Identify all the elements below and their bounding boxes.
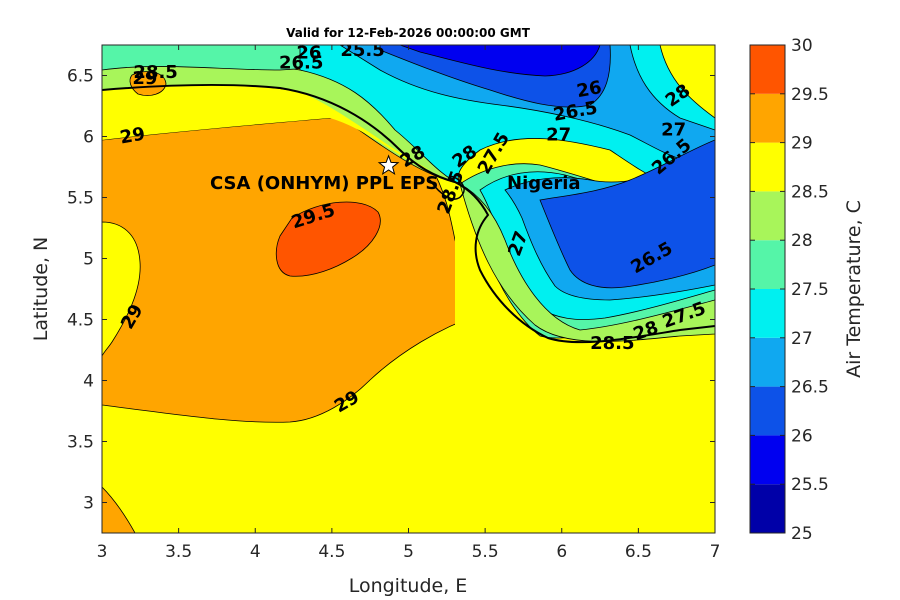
y-axis-label: Latitude, N	[30, 237, 52, 342]
colorbar-tick-label: 26.5	[791, 378, 829, 398]
colorbar-swatch	[750, 337, 785, 387]
colorbar-swatch	[750, 93, 785, 143]
contour-label: 26	[575, 77, 603, 102]
contour-label: 29	[132, 68, 157, 89]
contour-label: 26	[296, 43, 321, 64]
x-tick-label: 7	[710, 542, 721, 562]
contour-label: 28.5	[590, 333, 634, 354]
band-26.5-27-ne	[339, 45, 715, 164]
band-26-26.5-east	[539, 139, 715, 289]
band-25.5-26-ne	[399, 45, 601, 77]
x-tick-label: 4.5	[318, 542, 345, 562]
x-tick-label: 3.5	[165, 542, 192, 562]
y-tick-label: 5	[83, 250, 94, 270]
band-28-28.5-delta	[459, 183, 715, 342]
colorbar-swatch	[750, 289, 785, 338]
contour-label: 27	[661, 119, 686, 140]
colorbar-swatch	[750, 484, 785, 533]
x-tick-label: 4	[250, 542, 261, 562]
colorbar-tick-label: 29	[791, 134, 813, 154]
y-tick-label: 4	[83, 372, 94, 392]
x-tick-label: 5	[403, 542, 414, 562]
site-label: CSA (ONHYM) PPL EPS	[210, 173, 438, 194]
coastline	[102, 83, 715, 344]
band-29-29.5-west	[102, 221, 141, 357]
colorbar-swatch	[750, 191, 785, 241]
y-axis: 3 3.5 4 4.5 5 5.5 6 6.5	[67, 67, 715, 514]
colorbar-swatch	[750, 45, 785, 94]
y-tick-label: 5.5	[67, 189, 94, 209]
y-tick-label: 6.5	[67, 67, 94, 87]
contour-label: 25.5	[340, 40, 384, 61]
x-axis-label: Longitude, E	[349, 575, 468, 597]
contour-label: 27	[546, 124, 571, 145]
colorbar-swatch	[750, 240, 785, 289]
colorbar-swatch	[750, 386, 785, 436]
contour-label: 28.5	[133, 62, 177, 83]
colorbar-tick-label: 26	[791, 426, 813, 446]
y-tick-label: 4.5	[67, 311, 94, 331]
y-tick-label: 3	[83, 494, 94, 514]
colorbar-tick-label: 27.5	[791, 280, 829, 300]
colorbar-tick-label: 25	[791, 524, 813, 544]
colorbar	[749, 44, 786, 534]
colorbar-label: Air Temperature, C	[843, 200, 865, 378]
coastline-detail	[429, 175, 465, 200]
x-tick-label: 3	[97, 542, 108, 562]
colorbar-ticks: 25 25.5 26 26.5 27 27.5 28 28.5 29 29.5 30	[750, 36, 829, 544]
colorbar-tick-label: 30	[791, 36, 813, 56]
colorbar-tick-label: 27	[791, 329, 813, 349]
band-28.5-29-northwest	[102, 84, 430, 170]
site-star-icon	[377, 154, 400, 176]
site-group: CSA (ONHYM) PPL EPS Nigeria	[210, 154, 581, 194]
x-axis: 3 3.5 4 4.5 5 5.5 6 6.5 7	[97, 45, 721, 562]
colorbar-tick-label: 29.5	[791, 85, 829, 105]
band-29-29.5-corner	[102, 486, 136, 533]
contour-label: 29	[118, 123, 146, 148]
x-tick-label: 5.5	[472, 542, 499, 562]
country-label: Nigeria	[507, 173, 581, 194]
y-tick-label: 3.5	[67, 433, 94, 453]
colorbar-swatch	[750, 435, 785, 485]
band-29-29.5-nw-blob	[129, 71, 167, 96]
colorbar-tick-label: 28.5	[791, 182, 829, 202]
plot-area	[102, 45, 715, 533]
y-tick-label: 6	[83, 128, 94, 148]
colorbar-tick-label: 28	[791, 231, 813, 251]
contour-label: 26.5	[279, 52, 323, 73]
colorbar-swatch	[750, 142, 785, 192]
x-tick-label: 6.5	[625, 542, 652, 562]
band-28.5-29-delta	[455, 200, 715, 533]
x-tick-label: 6	[556, 542, 567, 562]
chart-title: Valid for 12-Feb-2026 00:00:00 GMT	[286, 26, 531, 40]
colorbar-tick-label: 25.5	[791, 475, 829, 495]
band-29.5-30	[275, 201, 381, 277]
